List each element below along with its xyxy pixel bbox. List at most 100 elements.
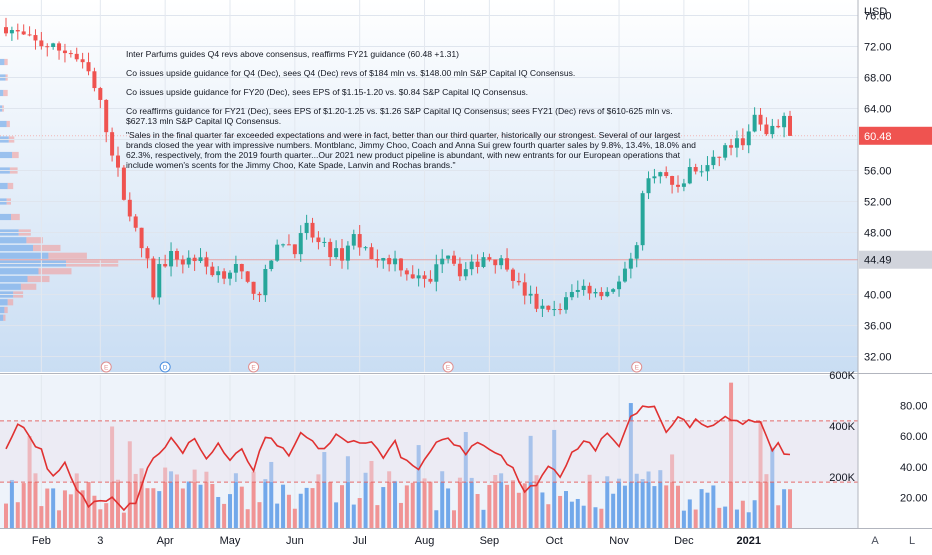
candle-body bbox=[334, 248, 339, 258]
volume-bar bbox=[9, 479, 14, 528]
candle-body bbox=[440, 258, 445, 265]
volume-bar bbox=[310, 488, 315, 528]
candle-body bbox=[286, 244, 291, 246]
volume-profile-down-bar bbox=[33, 244, 61, 252]
annotation-title: Inter Parfums guides Q4 revs above conse… bbox=[126, 49, 460, 59]
volume-bar bbox=[628, 403, 633, 528]
candle-body bbox=[363, 247, 368, 249]
candle-body bbox=[369, 247, 374, 260]
volume-bar bbox=[245, 509, 250, 528]
auto-scale-button: A bbox=[871, 535, 879, 547]
volume-profile-down-bar bbox=[4, 306, 8, 314]
price-tick-label: 36.00 bbox=[864, 321, 892, 333]
candle-body bbox=[351, 234, 356, 246]
volume-profile-down-bar bbox=[38, 268, 72, 275]
candle-body bbox=[717, 156, 722, 158]
volume-bar bbox=[516, 492, 521, 528]
volume-bar bbox=[322, 452, 327, 528]
volume-bar bbox=[387, 471, 392, 528]
volume-bar bbox=[452, 510, 456, 528]
volume-profile-up-bar bbox=[0, 275, 28, 283]
candle-body bbox=[593, 291, 598, 294]
oscillator-tick-label: 60.00 bbox=[900, 431, 928, 443]
volume-bar bbox=[404, 485, 409, 528]
volume-profile-up-bar bbox=[0, 283, 21, 290]
currency-label: USD bbox=[864, 6, 887, 18]
candle-body bbox=[222, 271, 227, 279]
candle-body bbox=[310, 222, 315, 238]
candle-body bbox=[646, 178, 651, 194]
candle-body bbox=[251, 281, 256, 294]
volume-bar bbox=[552, 429, 557, 528]
candle-body bbox=[652, 176, 657, 179]
volume-bar bbox=[611, 493, 616, 528]
oscillator bbox=[0, 405, 858, 512]
candle-body bbox=[245, 271, 250, 282]
volume-bar bbox=[676, 485, 680, 528]
price-pane-background bbox=[0, 0, 858, 372]
candle-body bbox=[463, 269, 468, 277]
candle-body bbox=[133, 216, 138, 228]
candle-body bbox=[416, 275, 421, 279]
candle-body bbox=[658, 172, 663, 177]
candle-body bbox=[670, 176, 675, 185]
volume-bar bbox=[163, 467, 168, 528]
candle-body bbox=[587, 285, 592, 294]
candle-body bbox=[110, 132, 115, 156]
volume-bar bbox=[398, 502, 403, 528]
candle-body bbox=[681, 183, 686, 187]
candle-body bbox=[86, 62, 91, 72]
candle-body bbox=[452, 255, 456, 264]
candle-body bbox=[233, 263, 238, 273]
volume-bar bbox=[45, 488, 50, 528]
candle-body bbox=[39, 40, 44, 47]
candle-body bbox=[446, 255, 451, 259]
volume-bar bbox=[569, 501, 574, 528]
candle-body bbox=[611, 289, 616, 292]
candle-body bbox=[711, 156, 716, 166]
candle-body bbox=[581, 285, 586, 290]
volume-bar bbox=[446, 488, 451, 528]
oscillator-line bbox=[5, 405, 791, 512]
annotation-line-3: Co reaffirms guidance for FY21 (Dec), se… bbox=[126, 106, 673, 126]
volume-tick-label: 200K bbox=[829, 472, 855, 484]
time-tick-label: 3 bbox=[97, 535, 103, 547]
volume-bar bbox=[369, 460, 374, 528]
volume-bar bbox=[345, 456, 350, 528]
volume-profile-up-bar bbox=[0, 120, 7, 128]
candle-body bbox=[505, 258, 510, 270]
volume-bar bbox=[440, 471, 445, 528]
candle-body bbox=[357, 234, 362, 248]
annotation-line-1: Co issues upside guidance for Q4 (Dec), … bbox=[126, 68, 576, 78]
candle-body bbox=[74, 53, 79, 60]
volume-profile-down-bar bbox=[7, 182, 14, 190]
candle-body bbox=[687, 167, 692, 184]
candle-body bbox=[622, 268, 627, 282]
price-tick-label: 40.00 bbox=[864, 290, 892, 302]
reference-price-tag bbox=[859, 250, 932, 269]
volume-bar bbox=[646, 471, 651, 528]
candle-body bbox=[393, 258, 398, 265]
candle-body bbox=[116, 155, 120, 168]
candle-body bbox=[275, 244, 280, 261]
volume-bar bbox=[622, 485, 627, 528]
volume-bar bbox=[257, 502, 262, 528]
volume-bar bbox=[180, 488, 185, 528]
volume-bar bbox=[281, 484, 286, 528]
time-tick-label: Dec bbox=[674, 535, 694, 547]
candle-body bbox=[782, 115, 787, 128]
event-marker bbox=[248, 361, 260, 373]
volume-profile-down-bar bbox=[3, 89, 8, 97]
price-tick-label: 76.00 bbox=[864, 11, 892, 23]
volume-bar bbox=[693, 509, 698, 528]
volume-bar bbox=[92, 495, 97, 528]
volume-bar bbox=[139, 468, 144, 528]
volume-bar bbox=[222, 503, 227, 528]
time-tick-label: Jun bbox=[286, 535, 304, 547]
candle-body bbox=[469, 261, 474, 270]
candle-body bbox=[534, 293, 539, 309]
volume-bar bbox=[80, 490, 85, 528]
